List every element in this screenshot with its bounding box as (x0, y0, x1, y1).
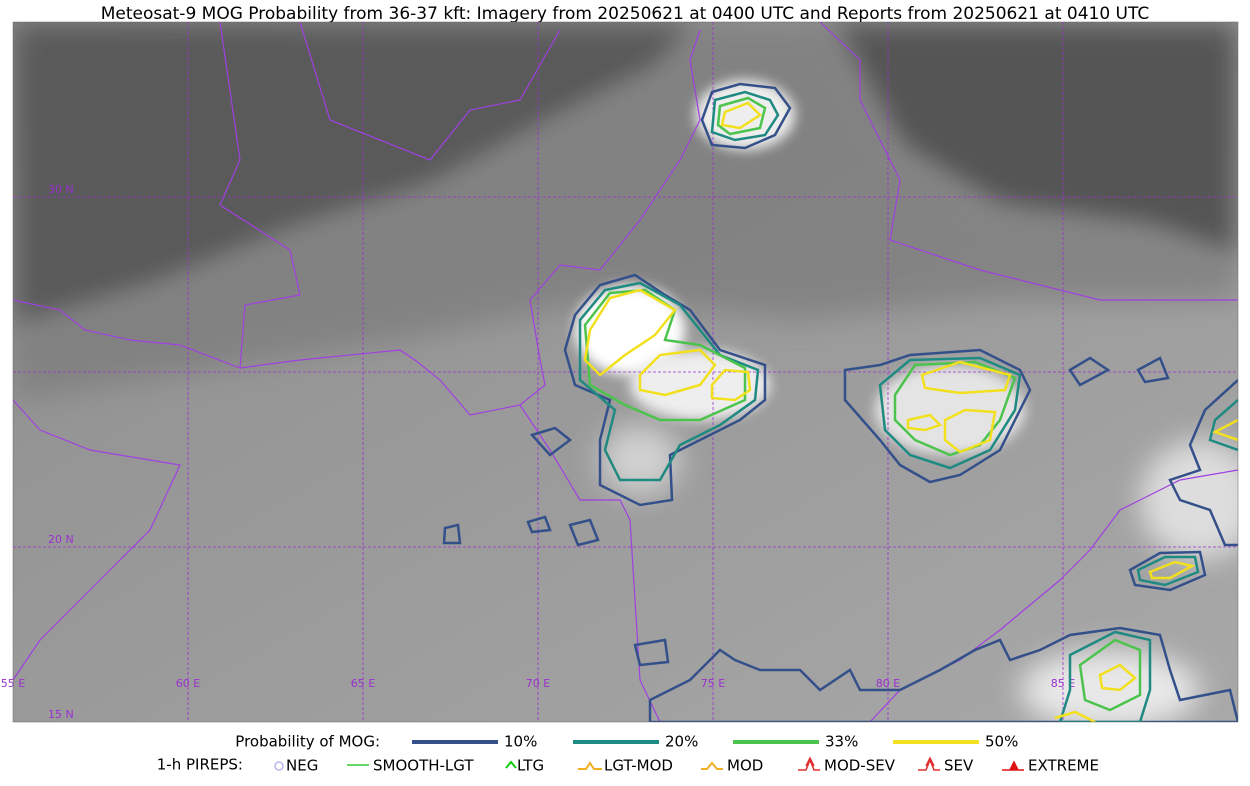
lon-label: 65 E (351, 677, 375, 690)
legend-symbol (918, 756, 940, 771)
legend-label: 10% (504, 733, 537, 751)
legend-label: MOD (727, 757, 763, 775)
legend-symbol (274, 761, 284, 771)
legend-symbol (578, 761, 602, 770)
graticule: 30 N 20 N 15 N 55 E 60 E 65 E 70 E 75 E … (1, 22, 1238, 722)
legend-label: SEV (944, 757, 974, 775)
legend-symbol (505, 760, 517, 769)
legend-title: 1-h PIREPS: (157, 756, 243, 774)
legend-title: Probability of MOG: (235, 733, 380, 751)
legend-symbol (701, 761, 723, 770)
map-frame (12, 21, 1239, 723)
legend-label: EXTREME (1028, 757, 1099, 775)
map-title: Meteosat-9 MOG Probability from 36-37 kf… (101, 4, 1150, 24)
lon-label: 80 E (876, 677, 900, 690)
legend-symbol (798, 756, 820, 771)
legend-label: 50% (985, 733, 1018, 751)
legend-label: NEG (286, 757, 318, 775)
lon-label: 75 E (701, 677, 725, 690)
legend-label: MOD-SEV (824, 757, 896, 775)
satellite-imagery (13, 22, 1238, 722)
legend: Probability of MOG: 1-h PIREPS: 10% 20% 33… (157, 733, 1099, 775)
legend-label: 20% (665, 733, 698, 751)
lat-label: 15 N (48, 708, 74, 721)
legend-label: LGT-MOD (604, 757, 673, 775)
legend-label: SMOOTH-LGT (373, 757, 474, 775)
lat-label: 30 N (48, 183, 74, 196)
legend-label: 33% (825, 733, 858, 751)
lon-label: 60 E (176, 677, 200, 690)
legend-symbol (1002, 760, 1024, 771)
lon-label: 85 E (1051, 677, 1075, 690)
borders (13, 22, 1238, 722)
legend-label: LTG (517, 757, 544, 775)
lon-label: 70 E (526, 677, 550, 690)
mog-contours (442, 82, 1238, 722)
lat-label: 20 N (48, 533, 74, 546)
